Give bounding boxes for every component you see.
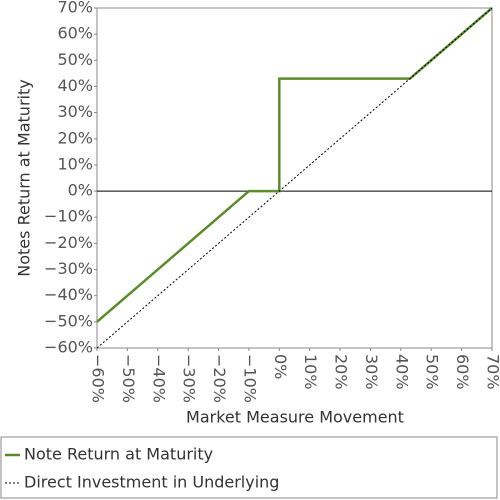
y-tick-label: 0% [68,181,93,200]
legend-label: Direct Investment in Underlying [24,473,279,492]
x-tick-label: 60% [453,354,472,390]
x-tick-label: −10% [240,354,259,403]
x-tick-label: 70% [484,354,500,390]
y-axis-label: Notes Return at Maturity [15,79,34,276]
y-tick-label: −10% [44,207,93,226]
plot-frame [96,7,493,349]
x-tick-label: −60% [89,354,108,403]
y-tick-label: 50% [57,50,93,69]
x-tick-label: −20% [210,354,229,403]
y-tick-label: 30% [57,102,93,121]
x-tick-label: −50% [119,354,138,403]
x-tick-label: 20% [332,354,351,390]
y-tick-label: 70% [57,0,93,17]
series-line [96,7,493,349]
legend-label: Note Return at Maturity [24,445,213,464]
series-line [96,7,493,323]
x-tick-label: 0% [271,354,290,379]
x-tick-label: 40% [392,354,411,390]
x-tick-label: 10% [301,354,320,390]
y-tick-label: −30% [44,259,93,278]
y-tick-label: −20% [44,233,93,252]
x-tick-label: −40% [149,354,168,403]
y-tick-label: −40% [44,285,93,304]
y-tick-label: −60% [44,338,93,357]
y-tick-label: −50% [44,311,93,330]
x-tick-label: 50% [423,354,442,390]
y-tick-label: 40% [57,76,93,95]
x-axis-label: Market Measure Movement [186,408,404,427]
y-tick-label: 20% [57,128,93,147]
y-tick-label: 60% [57,24,93,43]
x-tick-label: 30% [362,354,381,390]
x-tick-label: −30% [180,354,199,403]
y-tick-label: 10% [57,154,93,173]
legend-box [0,436,498,499]
